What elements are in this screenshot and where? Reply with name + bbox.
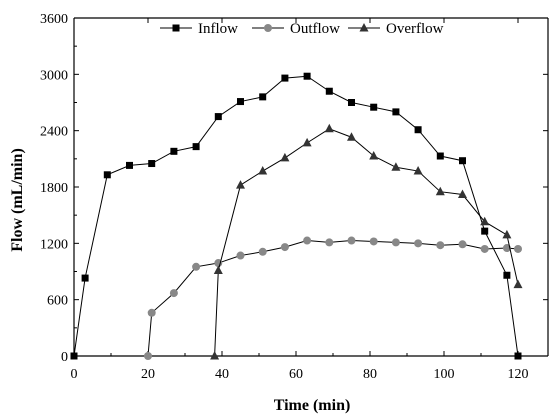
- series-inflow: [70, 72, 522, 360]
- legend-label-overflow: Overflow: [386, 21, 444, 37]
- overflow-point: [369, 151, 379, 160]
- x-tick-label: 60: [289, 367, 303, 382]
- y-tick-label: 2400: [40, 125, 68, 140]
- legend-marker-overflow: [359, 23, 369, 32]
- overflow-point: [435, 186, 445, 196]
- inflow-point: [103, 171, 111, 179]
- overflow-line: [214, 128, 519, 357]
- legend: Inflow Outflow Overflow: [160, 21, 444, 37]
- y-tick-label: 0: [61, 350, 68, 365]
- outflow-point: [147, 308, 156, 317]
- chart-axes: 0 600 1200 1800 2400 3000 3600 0 20 40 60 80 100 120: [40, 12, 549, 382]
- inflow-point: [325, 87, 333, 95]
- outflow-point: [414, 239, 423, 248]
- x-tick-label: 80: [363, 367, 377, 382]
- series-layer: [70, 72, 523, 360]
- legend-marker-inflow: [172, 24, 180, 32]
- inflow-point: [259, 93, 267, 101]
- outflow-point: [514, 244, 522, 253]
- inflow-point: [214, 113, 222, 121]
- series-overflow: [210, 123, 523, 360]
- inflow-point: [459, 157, 466, 165]
- outflow-point: [144, 352, 152, 360]
- inflow-point: [303, 72, 311, 80]
- inflow-point: [370, 103, 378, 111]
- y-axis-title: Flow (mL/min): [9, 148, 26, 252]
- x-tick-label: 100: [434, 367, 455, 382]
- outflow-point: [458, 240, 467, 249]
- legend-item-inflow: Inflow: [160, 21, 238, 37]
- y-tick-label: 1200: [40, 237, 68, 252]
- overflow-point: [210, 351, 220, 360]
- outflow-point: [280, 243, 289, 252]
- series-outflow: [144, 236, 522, 360]
- x-tick-label: 120: [508, 367, 529, 382]
- overflow-point: [502, 229, 512, 239]
- outflow-point: [480, 244, 489, 253]
- inflow-line: [73, 75, 519, 357]
- legend-item-outflow: Outflow: [252, 21, 340, 37]
- inflow-point: [81, 274, 89, 282]
- inflow-point: [192, 143, 200, 151]
- outflow-point: [325, 238, 334, 247]
- outflow-point: [436, 241, 445, 250]
- outflow-point: [369, 237, 378, 246]
- legend-label-inflow: Inflow: [198, 21, 238, 37]
- inflow-point: [70, 352, 78, 360]
- overflow-point: [513, 279, 523, 289]
- outflow-point: [236, 251, 245, 260]
- inflow-point: [170, 147, 178, 155]
- overflow-point: [258, 166, 268, 175]
- legend-marker-outflow: [264, 24, 272, 32]
- overflow-point: [236, 180, 245, 189]
- outflow-line: [147, 240, 519, 357]
- x-tick-label: 20: [141, 367, 155, 382]
- inflow-point: [348, 99, 355, 106]
- overflow-point: [458, 189, 467, 199]
- inflow-point: [503, 271, 511, 279]
- x-tick-label: 40: [215, 367, 229, 382]
- outflow-point: [192, 262, 201, 271]
- outflow-point: [303, 236, 312, 245]
- x-tick-label: 0: [71, 367, 78, 382]
- inflow-point: [392, 108, 400, 116]
- inflow-point: [414, 126, 422, 134]
- inflow-point: [436, 152, 444, 160]
- outflow-point: [391, 238, 400, 247]
- x-axis-title: Time (min): [274, 397, 351, 414]
- overflow-point: [324, 123, 334, 133]
- overflow-point: [302, 137, 312, 147]
- overflow-point: [213, 265, 223, 275]
- outflow-point: [258, 247, 267, 256]
- overflow-point: [347, 132, 356, 141]
- y-tick-label: 1800: [40, 181, 68, 196]
- inflow-point: [481, 227, 489, 235]
- legend-label-outflow: Outflow: [290, 21, 340, 37]
- y-tick-label: 3000: [40, 68, 68, 83]
- overflow-point: [413, 166, 423, 175]
- legend-item-overflow: Overflow: [348, 21, 444, 37]
- outflow-point: [169, 289, 178, 298]
- outflow-point: [347, 236, 356, 245]
- overflow-point: [280, 152, 290, 162]
- inflow-point: [281, 74, 289, 82]
- inflow-point: [126, 161, 133, 169]
- inflow-point: [148, 160, 156, 168]
- inflow-point: [514, 352, 522, 360]
- y-tick-label: 600: [47, 294, 68, 309]
- overflow-point: [391, 162, 401, 171]
- overflow-point: [480, 216, 490, 226]
- inflow-point: [237, 98, 244, 106]
- y-tick-label: 3600: [40, 12, 68, 27]
